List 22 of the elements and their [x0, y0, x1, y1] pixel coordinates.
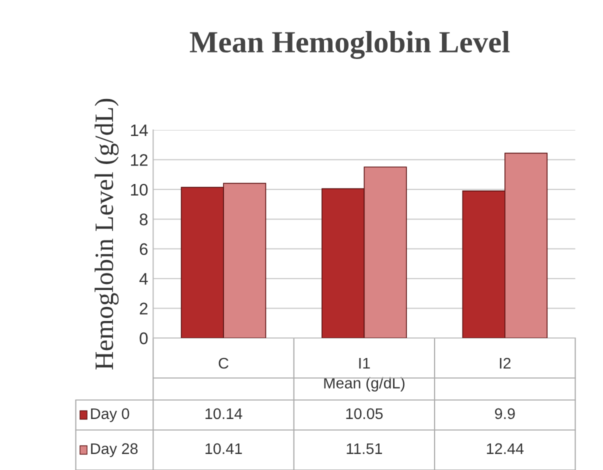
- data-label: 10.14: [206, 408, 242, 420]
- y-tick-label: 10: [131, 184, 148, 196]
- chart-title: Mean Hemoglobin Level: [190, 31, 510, 59]
- y-tick-label: 4: [139, 273, 148, 285]
- legend-label: Day 0: [91, 408, 130, 422]
- data-label: 10.05: [346, 408, 383, 420]
- data-label: 10.41: [206, 443, 242, 454]
- x-axis-title: Mean (g/dL): [324, 377, 404, 392]
- data-label: 12.44: [486, 443, 524, 454]
- y-tick-label: 2: [140, 302, 148, 314]
- y-tick-label: 6: [140, 243, 148, 256]
- x-tick-label: I2: [500, 358, 511, 369]
- x-tick-label: I1: [359, 358, 370, 369]
- data-label: 9.9: [495, 408, 515, 420]
- y-tick-label: 8: [140, 214, 148, 226]
- legend-label: Day 28: [91, 443, 138, 458]
- x-tick-label: C: [218, 358, 228, 369]
- y-axis-title: Hemoglobin Level (g/dL): [94, 98, 119, 370]
- y-tick-label: 0: [140, 332, 148, 344]
- y-tick-label: 14: [131, 124, 148, 136]
- y-tick-label: 12: [131, 154, 148, 166]
- data-label: 11.51: [346, 443, 382, 454]
